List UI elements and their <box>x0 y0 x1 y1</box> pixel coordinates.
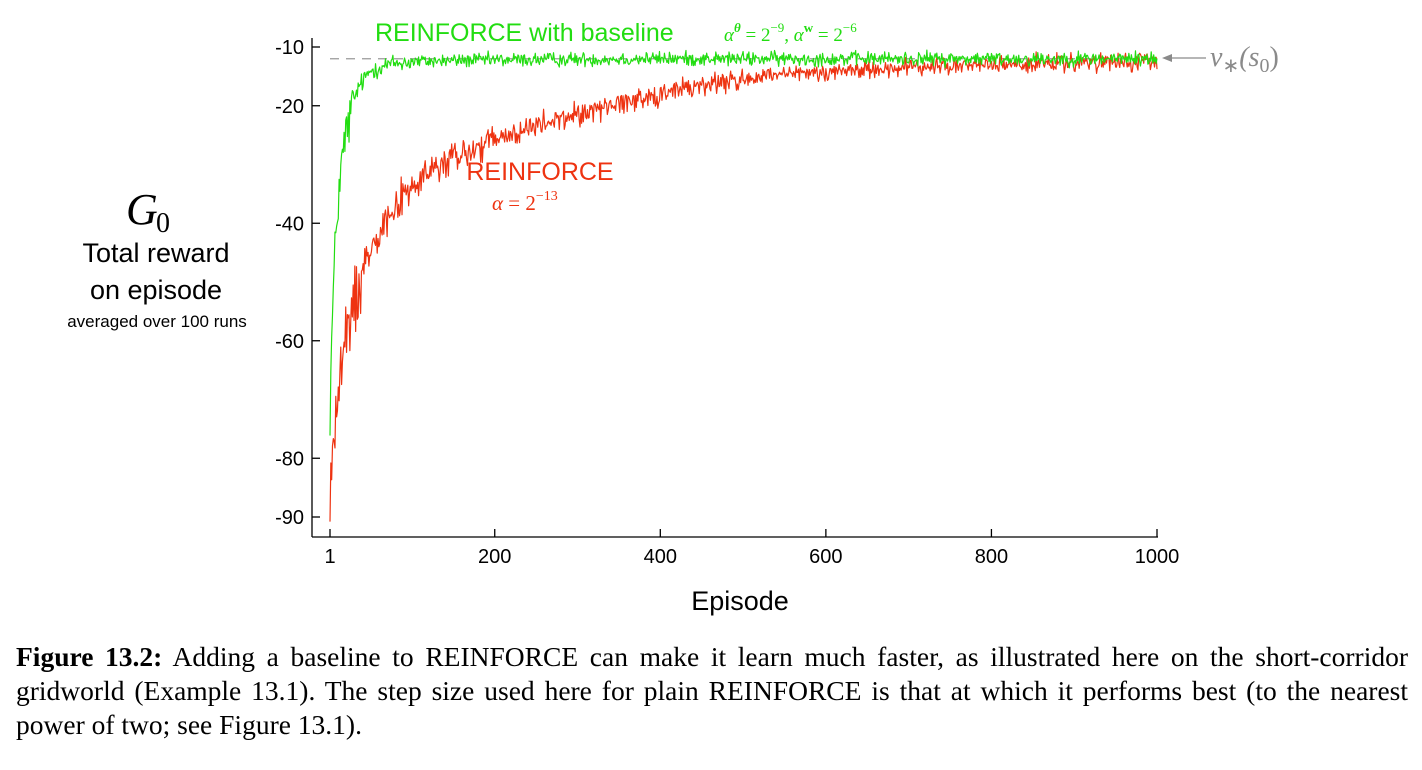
optimal-value-arg: (s <box>1239 42 1259 73</box>
series-params-reinforce-baseline: αθ = 2−9, αw = 2−6 <box>724 20 857 46</box>
x-tick-label: 200 <box>478 546 511 568</box>
y-axis-label-line1: Total reward <box>82 238 229 268</box>
figure-caption-label: Figure 13.2: <box>16 641 163 672</box>
y-ticks: -10 -20 -40 -60 -80 -90 <box>275 37 320 529</box>
series-params-reinforce: α = 2−13 <box>492 189 558 215</box>
y-tick-label: -20 <box>275 96 304 118</box>
optimal-value-arrow-head <box>1162 54 1172 62</box>
figure-caption: Figure 13.2: Adding a baseline to REINFO… <box>16 640 1408 742</box>
y-tick-label: -80 <box>275 448 304 470</box>
figure-caption-text: Adding a baseline to REINFORCE can make … <box>16 641 1408 740</box>
y-tick-label: -90 <box>275 507 304 529</box>
x-axis-label: Episode <box>691 586 789 616</box>
x-tick-label: 1 <box>324 546 335 568</box>
series-layer <box>329 49 1158 522</box>
optimal-value-label: v∗(s0) <box>1162 42 1279 77</box>
y-axis-symbol: G <box>126 185 158 234</box>
series-label-reinforce: REINFORCE <box>466 158 613 186</box>
y-tick-label: -10 <box>275 37 304 59</box>
series-line-reinforce <box>329 51 1158 522</box>
optimal-value-arg-sub: 0 <box>1259 55 1269 77</box>
y-axis-label: G 0 Total reward on episode averaged ove… <box>67 185 247 331</box>
optimal-value-symbol-sub: ∗ <box>1222 55 1239 77</box>
x-tick-label: 800 <box>975 546 1008 568</box>
x-tick-label: 1000 <box>1135 546 1180 568</box>
y-axis-label-line3: averaged over 100 runs <box>67 312 247 331</box>
y-axis-symbol-subscript: 0 <box>156 208 170 239</box>
y-tick-label: -60 <box>275 331 304 353</box>
y-axis-label-line2: on episode <box>90 275 222 305</box>
y-tick-label: -40 <box>275 213 304 235</box>
x-tick-label: 400 <box>644 546 677 568</box>
svg-text:v∗(s0): v∗(s0) <box>1210 42 1279 77</box>
series-label-reinforce-baseline: REINFORCE with baseline <box>375 19 674 47</box>
optimal-value-close: ) <box>1269 42 1278 73</box>
x-ticks: 1 200 400 600 800 1000 <box>324 529 1179 568</box>
x-tick-label: 600 <box>809 546 842 568</box>
chart: G 0 Total reward on episode averaged ove… <box>67 19 1279 616</box>
series-line-reinforce-baseline <box>329 49 1158 436</box>
optimal-value-symbol: v <box>1210 42 1223 73</box>
